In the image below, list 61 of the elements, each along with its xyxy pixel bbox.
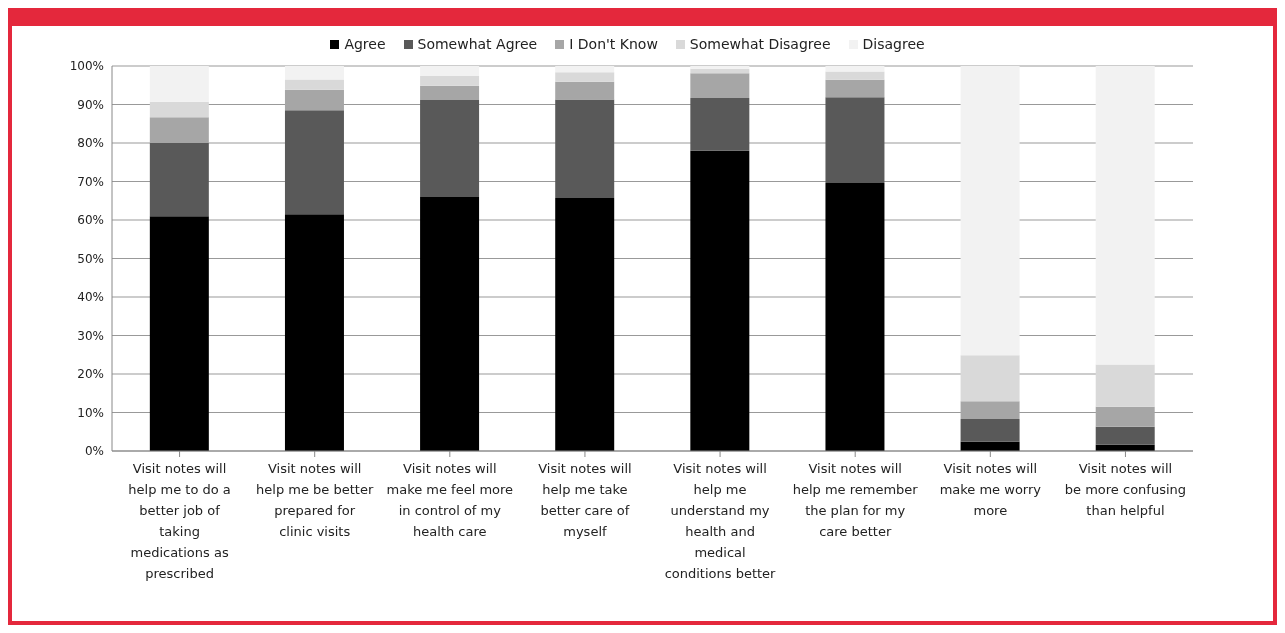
x-tick-label: Visit notes will help me understand my health and medical conditions better [664,461,777,581]
bar [825,79,885,98]
x-tick-label: Visit notes will help me to do a better job of taking medications as prescribed [128,461,231,581]
bar [690,73,750,98]
bar [555,72,615,82]
y-tick-label: 40% [77,290,104,305]
bar [690,97,750,151]
bar [960,401,1020,420]
x-tick-label: Visit notes will be more confusing than helpful [1064,461,1187,518]
bar [420,85,480,100]
legend-label: Disagree [862,36,925,52]
bar [149,216,209,451]
bar [555,81,615,100]
bar [1095,406,1155,427]
bar [1095,364,1155,407]
y-tick-label: 30% [77,328,104,343]
x-tick-label: Visit notes will make me worry more [939,461,1042,518]
bar [284,110,344,215]
bar [555,198,615,451]
legend-label: Somewhat Disagree [689,36,831,52]
bar [960,66,1020,356]
y-tick-label: 90% [77,97,104,112]
legend-label: I Don't Know [569,36,658,52]
bar [149,101,209,118]
bar [690,66,750,69]
x-tick-label: Visit notes will help me take better care of myself [538,461,632,539]
bar [149,143,209,217]
bar [420,99,480,197]
bar [420,196,480,451]
bar [420,66,480,77]
y-tick-label: 20% [77,367,104,382]
bar [149,66,209,102]
bar [825,71,885,80]
bar [555,99,615,199]
bar [1095,66,1155,365]
bar [690,150,750,451]
y-tick-label: 60% [77,213,104,228]
bar [960,355,1020,402]
bar [825,66,885,72]
bar [1095,426,1155,445]
bar [825,97,885,184]
legend-label: Somewhat Agree [417,36,538,52]
bar [555,66,615,73]
y-tick-label: 80% [77,136,104,151]
x-tick-label: Visit notes will help me be better prepared for clinic visits [256,461,374,539]
y-tick-label: 0% [84,444,104,459]
legend-label: Agree [344,36,386,52]
y-tick-label: 100% [69,59,104,74]
x-tick-label: Visit notes will help me remember the plan for my care better [792,461,919,539]
x-tick-label: Visit notes will make me feel more in control of my health care [386,461,514,539]
y-tick-label: 10% [77,405,104,420]
bar [284,79,344,90]
bar [149,117,209,143]
bar [420,76,480,86]
y-tick-label: 50% [77,251,104,266]
bar [960,419,1020,442]
bar [284,89,344,111]
bar [825,183,885,451]
bar [284,66,344,80]
bar [284,214,344,451]
y-tick-label: 70% [77,174,104,189]
